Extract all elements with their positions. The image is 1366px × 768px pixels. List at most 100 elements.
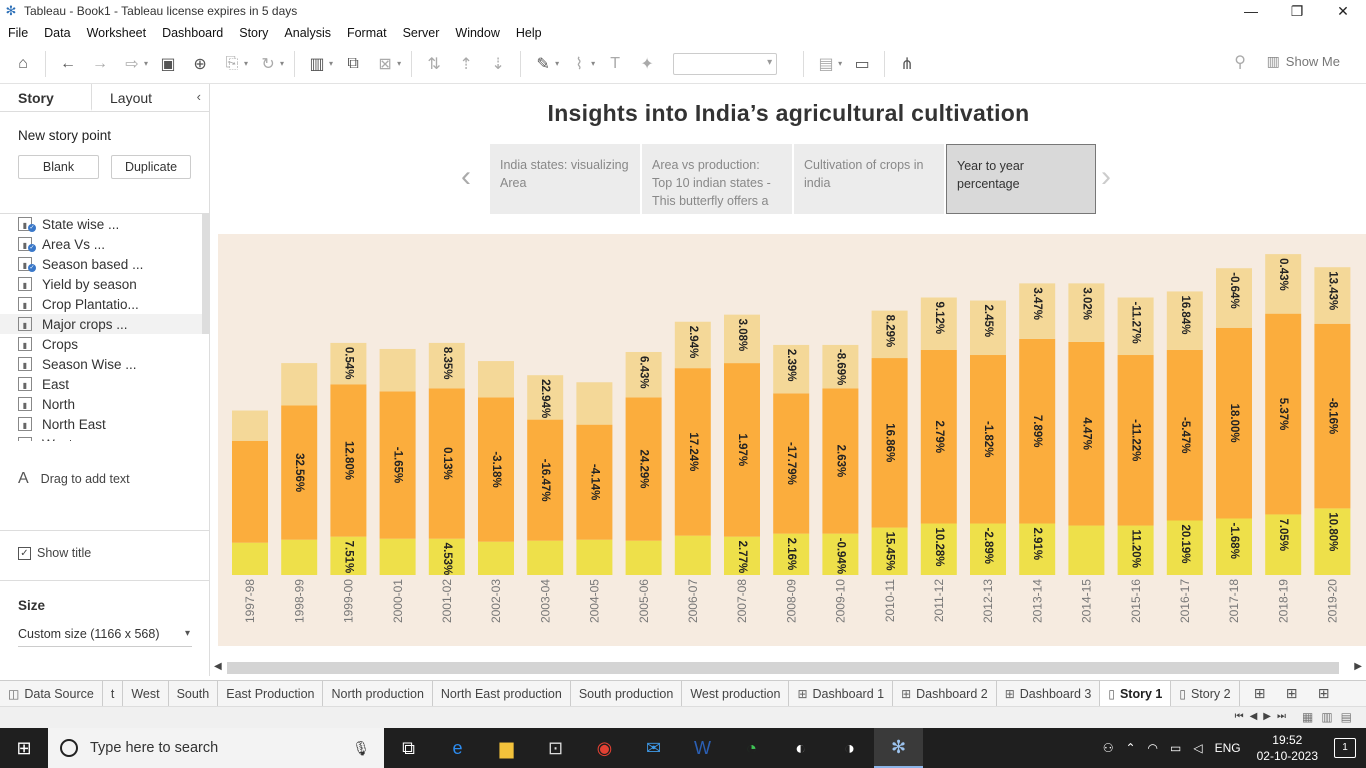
scrollbar-thumb[interactable] bbox=[227, 662, 1339, 674]
show-me-button[interactable]: ▥ Show Me bbox=[1267, 53, 1340, 70]
app-icon[interactable]: ◐ bbox=[795, 737, 806, 758]
pause-updates-icon[interactable]: ⎘ bbox=[225, 54, 239, 72]
taskbar-search[interactable]: Type here to search 🎙 bbox=[48, 728, 384, 768]
fit-dropdown[interactable] bbox=[673, 52, 778, 75]
chrome-icon[interactable]: ◉ bbox=[596, 737, 613, 758]
sheet-tab[interactable]: t bbox=[103, 681, 124, 706]
wifi-icon[interactable]: ◠ bbox=[1147, 741, 1159, 755]
sheet-list-item[interactable]: ▮ Crops bbox=[0, 334, 210, 354]
labels-icon[interactable]: T bbox=[610, 54, 620, 72]
sheet-tab[interactable]: ▯ Story 1 bbox=[1100, 681, 1172, 706]
blank-button[interactable]: Blank bbox=[18, 155, 99, 179]
clock[interactable]: 19:52 02-10-2023 bbox=[1257, 732, 1318, 764]
new-dashboard-tab-icon[interactable]: ⊞ bbox=[1285, 685, 1298, 701]
sheet-tab[interactable]: South production bbox=[571, 681, 683, 706]
save-icon[interactable]: ▣ bbox=[160, 55, 176, 73]
whatsapp-icon[interactable]: ◔ bbox=[746, 737, 757, 758]
refresh-caret-icon[interactable]: ▾ bbox=[280, 59, 285, 68]
menu-dashboard[interactable]: Dashboard bbox=[162, 26, 224, 40]
sort-ascending-icon[interactable]: ⇡ bbox=[459, 55, 473, 73]
presentation-mode-icon[interactable]: ▭ bbox=[854, 55, 870, 73]
sheet-tab[interactable]: South bbox=[169, 681, 219, 706]
next-story-point-icon[interactable]: › bbox=[1101, 160, 1111, 193]
battery-icon[interactable]: ▭ bbox=[1170, 741, 1182, 755]
sheet-list-scrollbar[interactable] bbox=[202, 214, 210, 334]
sheet-tab[interactable]: ◫ Data Source bbox=[0, 681, 103, 706]
sheet-tab[interactable]: East Production bbox=[218, 681, 324, 706]
clear-sheet-icon[interactable]: ⊠ bbox=[378, 55, 392, 73]
app-icon-2[interactable]: ◑ bbox=[844, 737, 855, 758]
sheet-list-item[interactable]: ▮ Season Wise ... bbox=[0, 354, 210, 374]
store-icon[interactable]: ⊡ bbox=[547, 737, 564, 758]
sheet-navigation-icons[interactable]: ⏮◀▶⏭ bbox=[1234, 711, 1292, 722]
tray-chevron-icon[interactable]: ⌃ bbox=[1125, 741, 1136, 755]
sheet-tab[interactable]: West production bbox=[682, 681, 790, 706]
duplicate-sheet-icon[interactable]: ⧉ bbox=[347, 54, 359, 72]
menu-format[interactable]: Format bbox=[346, 26, 387, 40]
menu-worksheet[interactable]: Worksheet bbox=[86, 26, 147, 40]
menu-story[interactable]: Story bbox=[239, 26, 269, 40]
home-icon[interactable]: ⌂ bbox=[18, 54, 28, 72]
share-icon[interactable]: ⋔ bbox=[900, 55, 914, 73]
restore-button[interactable]: ❐ bbox=[1290, 2, 1304, 19]
swap-icon[interactable]: ⇅ bbox=[427, 55, 441, 73]
sheet-tab[interactable]: ⊞ Dashboard 3 bbox=[997, 681, 1101, 706]
show-title-option[interactable]: ✓ Show title bbox=[18, 546, 91, 560]
menu-server[interactable]: Server bbox=[402, 26, 440, 40]
refresh-icon[interactable]: ↻ bbox=[261, 55, 275, 73]
menu-analysis[interactable]: Analysis bbox=[284, 26, 331, 40]
size-select[interactable]: Custom size (1166 x 568) bbox=[18, 627, 192, 647]
menu-data[interactable]: Data bbox=[44, 26, 71, 40]
group-icon[interactable]: ⌇ bbox=[575, 55, 583, 73]
volume-icon[interactable]: ◁ bbox=[1193, 741, 1203, 755]
word-icon[interactable]: W bbox=[694, 737, 711, 758]
sheet-list-item[interactable]: ▮ North East bbox=[0, 414, 210, 434]
menu-window[interactable]: Window bbox=[455, 26, 500, 40]
undo-icon[interactable]: ← bbox=[60, 54, 76, 72]
sheet-list-item[interactable]: ▮ North bbox=[0, 394, 210, 414]
scroll-left-icon[interactable]: ◀ bbox=[214, 661, 222, 672]
menu-file[interactable]: File bbox=[8, 26, 29, 40]
tab-story[interactable]: Story bbox=[0, 84, 92, 111]
sheet-list-item[interactable]: ▮ Crop Plantatio... bbox=[0, 294, 210, 314]
sort-descending-icon[interactable]: ⇣ bbox=[491, 55, 505, 73]
clear-caret-icon[interactable]: ▾ bbox=[397, 59, 402, 68]
sheet-list-item[interactable]: ▮ ✓ State wise ... bbox=[0, 214, 210, 234]
language-indicator[interactable]: ENG bbox=[1214, 741, 1241, 755]
drag-to-add-text[interactable]: A Drag to add text bbox=[18, 470, 130, 488]
mail-icon[interactable]: ✉ bbox=[645, 737, 662, 758]
pin-icon[interactable]: ⚲ bbox=[1234, 54, 1246, 71]
collapse-panel-icon[interactable]: ‹ bbox=[196, 89, 201, 104]
new-worksheet-icon[interactable]: ▥ bbox=[309, 55, 325, 73]
close-button[interactable]: ✕ bbox=[1337, 2, 1349, 19]
new-worksheet-tab-icon[interactable]: ⊞ bbox=[1253, 685, 1266, 701]
sheet-tab[interactable]: ⊞ Dashboard 2 bbox=[893, 681, 997, 706]
story-point-4[interactable]: Year to year percentage bbox=[946, 144, 1096, 214]
previous-story-point-icon[interactable]: ‹ bbox=[461, 160, 471, 193]
horizontal-scrollbar[interactable]: ◀ ▶ bbox=[211, 660, 1366, 676]
duplicate-button[interactable]: Duplicate bbox=[111, 155, 191, 179]
sheet-list-item[interactable]: ▮ Yield by season bbox=[0, 274, 210, 294]
story-point-2[interactable]: Area vs production: Top 10 indian states… bbox=[642, 144, 792, 214]
replay-caret-icon[interactable]: ▾ bbox=[144, 59, 149, 68]
show-title-checkbox[interactable]: ✓ bbox=[18, 546, 31, 560]
highlight-caret-icon[interactable]: ▾ bbox=[555, 59, 560, 68]
edge-icon[interactable]: e bbox=[452, 737, 463, 758]
sheet-tab[interactable]: ▯ Story 2 bbox=[1171, 681, 1240, 706]
menu-help[interactable]: Help bbox=[515, 26, 542, 40]
pause-caret-icon[interactable]: ▾ bbox=[244, 59, 249, 68]
windows-start-icon[interactable]: ⊞ bbox=[16, 737, 32, 758]
fix-axes-icon[interactable]: ✦ bbox=[640, 55, 654, 73]
sheet-tab[interactable]: North East production bbox=[433, 681, 571, 706]
show-cards-caret-icon[interactable]: ▾ bbox=[838, 59, 843, 68]
task-view-icon[interactable]: ⧉ bbox=[402, 737, 415, 758]
sheet-tab[interactable]: ⊞ Dashboard 1 bbox=[789, 681, 894, 706]
microphone-icon[interactable]: 🎙 bbox=[352, 739, 370, 756]
sheet-list-item[interactable]: ▮ East bbox=[0, 374, 210, 394]
sheet-list-item[interactable]: ▮ ✓ Area Vs ... bbox=[0, 234, 210, 254]
sheet-tab[interactable]: West bbox=[123, 681, 169, 706]
scroll-right-icon[interactable]: ▶ bbox=[1354, 661, 1362, 672]
sheet-tab[interactable]: North production bbox=[323, 681, 433, 706]
sheet-list-item[interactable]: ▮ West bbox=[0, 434, 210, 441]
redo-icon[interactable]: → bbox=[92, 54, 108, 72]
